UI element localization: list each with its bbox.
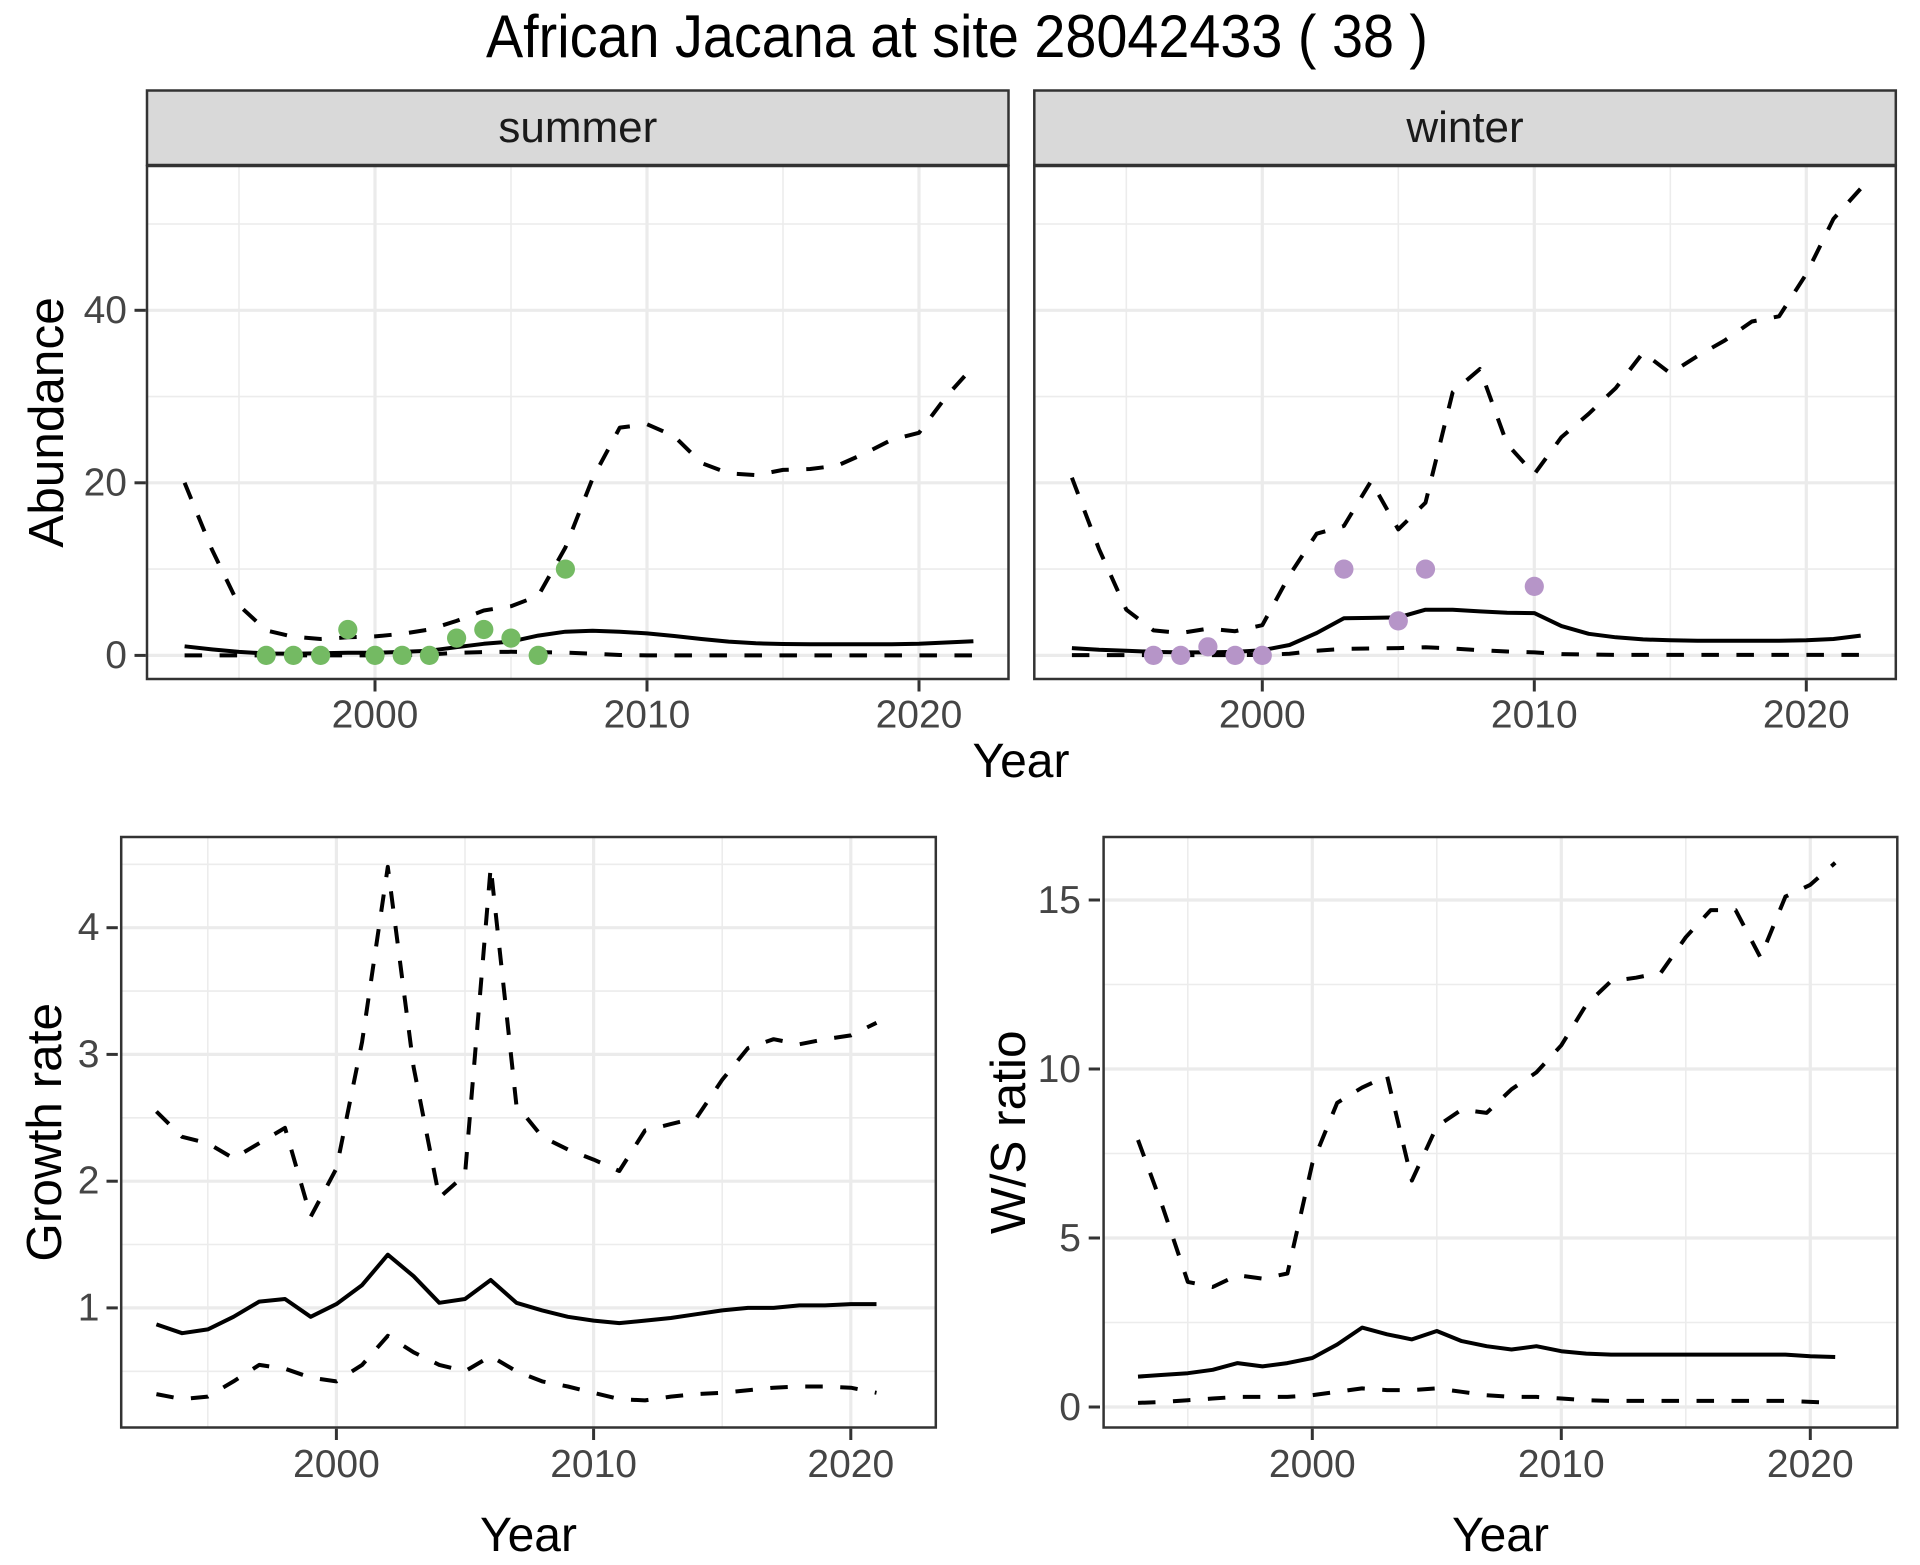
- svg-text:4: 4: [78, 906, 100, 949]
- svg-text:0: 0: [105, 634, 127, 677]
- svg-text:summer: summer: [498, 103, 657, 152]
- svg-text:Year: Year: [480, 1509, 577, 1560]
- svg-text:2: 2: [78, 1160, 100, 1203]
- svg-text:2010: 2010: [604, 694, 691, 737]
- svg-text:0: 0: [1059, 1386, 1081, 1429]
- svg-text:winter: winter: [1405, 103, 1523, 152]
- svg-text:20: 20: [84, 461, 127, 504]
- svg-text:2010: 2010: [550, 1443, 637, 1486]
- svg-text:2020: 2020: [1767, 1443, 1854, 1486]
- svg-text:2010: 2010: [1491, 694, 1578, 737]
- svg-text:African Jacana at site 2804243: African Jacana at site 28042433 ( 38 ): [486, 3, 1428, 70]
- svg-text:15: 15: [1038, 879, 1081, 922]
- svg-text:Year: Year: [1452, 1509, 1549, 1560]
- svg-text:Abundance: Abundance: [19, 297, 74, 547]
- svg-text:2010: 2010: [1518, 1443, 1605, 1486]
- svg-text:2020: 2020: [807, 1443, 894, 1486]
- svg-text:2020: 2020: [876, 694, 963, 737]
- svg-text:3: 3: [78, 1033, 100, 1076]
- svg-text:2020: 2020: [1763, 694, 1850, 737]
- svg-text:10: 10: [1038, 1048, 1081, 1091]
- svg-text:Year: Year: [973, 735, 1070, 788]
- svg-text:W/S ratio: W/S ratio: [981, 1031, 1036, 1235]
- svg-text:Growth rate: Growth rate: [17, 1003, 72, 1262]
- svg-text:2000: 2000: [1269, 1443, 1356, 1486]
- svg-text:2000: 2000: [332, 694, 419, 737]
- svg-text:1: 1: [78, 1286, 100, 1329]
- svg-text:2000: 2000: [293, 1443, 380, 1486]
- svg-text:5: 5: [1059, 1217, 1081, 1260]
- svg-text:40: 40: [84, 289, 127, 332]
- svg-text:2000: 2000: [1219, 694, 1306, 737]
